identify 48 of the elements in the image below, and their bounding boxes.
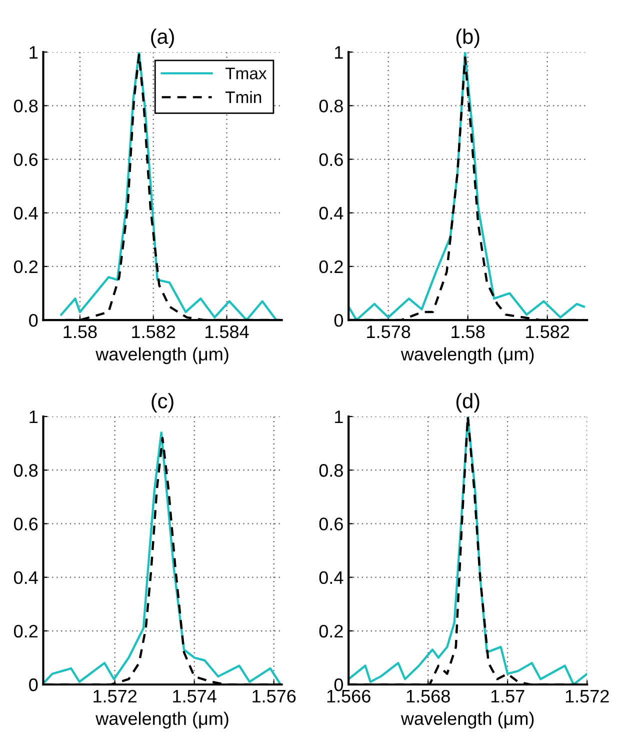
y-tick-label: 0.2: [14, 624, 38, 638]
y-tick-label: 0.8: [319, 464, 343, 477]
y-tick-label: 0.2: [319, 624, 343, 638]
x-tick-label: 1.574: [173, 690, 216, 703]
x-tick-label: 1.58: [64, 325, 97, 338]
y-tick-label: 0.4: [14, 571, 38, 584]
y-tick-label: 1: [30, 410, 38, 424]
y-tick-label: 1: [335, 410, 343, 424]
x-tick-label: 1.572: [94, 690, 137, 703]
y-tick-label: 0.6: [14, 518, 38, 530]
y-tick-label: 0: [29, 314, 38, 327]
x-tick-label: 1.582: [132, 325, 176, 338]
x-axis-title: wavelength (μm): [96, 712, 228, 729]
x-tick-label: 1.58: [452, 325, 485, 338]
y-tick-label: 1: [30, 46, 38, 59]
y-tick-label: 0.6: [14, 153, 38, 166]
x-tick-label: 1.576: [252, 690, 296, 703]
x-tick-label: 1.584: [206, 325, 249, 338]
y-tick-label: 1: [335, 46, 343, 59]
x-tick-label: 1.57: [491, 690, 524, 703]
y-tick-label: 0: [334, 678, 344, 692]
x-tick-label: 1.582: [526, 325, 570, 338]
y-tick-label: 0: [29, 678, 38, 692]
y-tick-label: 0.4: [319, 206, 344, 220]
x-tick-label: 1.566: [327, 690, 370, 703]
line-series: [348, 416, 588, 684]
legend-label: Tmax: [225, 68, 267, 80]
x-tick-label: 1.568: [406, 690, 450, 703]
y-tick-label: 0.8: [14, 464, 38, 477]
x-axis-title: wavelength (μm): [400, 347, 534, 364]
chart-title: (a): [151, 28, 174, 48]
y-tick-label: 0.2: [14, 260, 38, 274]
x-axis-title: wavelength (μm): [400, 712, 534, 729]
chart-title: (d): [456, 393, 480, 412]
chart-title: (c): [152, 393, 174, 412]
y-tick-label: 0.4: [14, 206, 38, 220]
y-tick-label: 0.2: [319, 260, 343, 274]
y-tick-label: 0: [334, 314, 344, 327]
chart-title: (b): [456, 28, 480, 48]
y-tick-label: 0.8: [319, 100, 343, 112]
x-tick-label: 1.572: [566, 690, 609, 703]
y-tick-label: 0.6: [319, 518, 343, 530]
y-tick-label: 0.6: [319, 153, 343, 166]
y-tick-label: 0.8: [14, 100, 38, 112]
legend-label: Tmin: [225, 90, 262, 104]
y-tick-label: 0.4: [319, 571, 344, 584]
x-tick-label: 1.578: [367, 325, 410, 338]
x-axis-title: wavelength (μm): [96, 347, 228, 364]
